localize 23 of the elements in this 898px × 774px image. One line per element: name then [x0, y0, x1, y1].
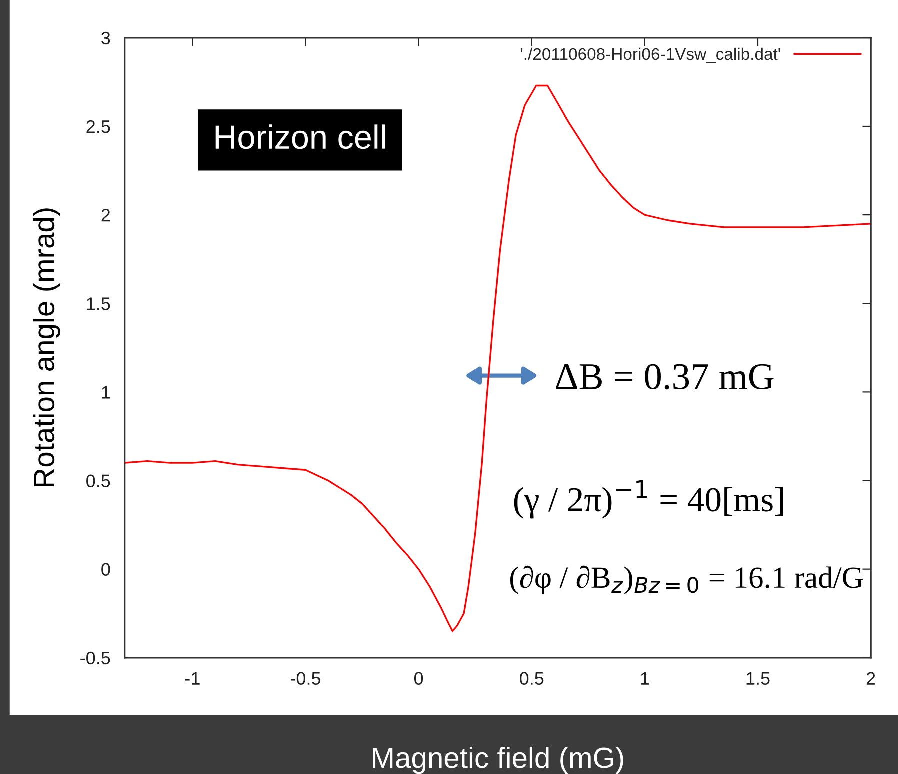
y-tick-label: 1.5	[87, 298, 110, 310]
annotation: (∂φ / ∂B$_{z}$)$_{Bz=0}$ = 16.1 rad/G	[510, 566, 863, 594]
y-tick-label: 3	[102, 32, 110, 45]
x-tick-label: 1	[641, 672, 650, 685]
y-tick-label: 2	[102, 208, 110, 222]
y-tick-label: 0.5	[86, 474, 110, 488]
y-tick-label: 1	[102, 386, 110, 399]
x-axis-title: Magnetic field (mG)	[373, 746, 624, 774]
annotation: (γ / 2π)$^{−1}$ = 40[ms]	[514, 480, 784, 519]
legend-label: './20110608-Hori06-1Vsw_calib.dat'	[521, 48, 780, 64]
y-tick-label: 2.5	[86, 120, 110, 134]
y-axis-title: Rotation angle (mrad)	[33, 208, 60, 487]
y-tick-label: -0.5	[80, 652, 110, 665]
annotation: Horizon cell	[216, 124, 386, 150]
x-tick-label: 2	[866, 672, 876, 685]
annotation: ΔB = 0.37 mG	[556, 364, 774, 390]
x-tick-label: -0.5	[290, 672, 321, 686]
x-tick-label: 0	[414, 672, 424, 686]
x-tick-label: -1	[185, 672, 200, 685]
line-series	[124, 84, 872, 632]
x-tick-label: 1.5	[746, 672, 770, 686]
y-tick-label: 0	[102, 563, 110, 576]
x-tick-label: 0.5	[520, 672, 544, 686]
